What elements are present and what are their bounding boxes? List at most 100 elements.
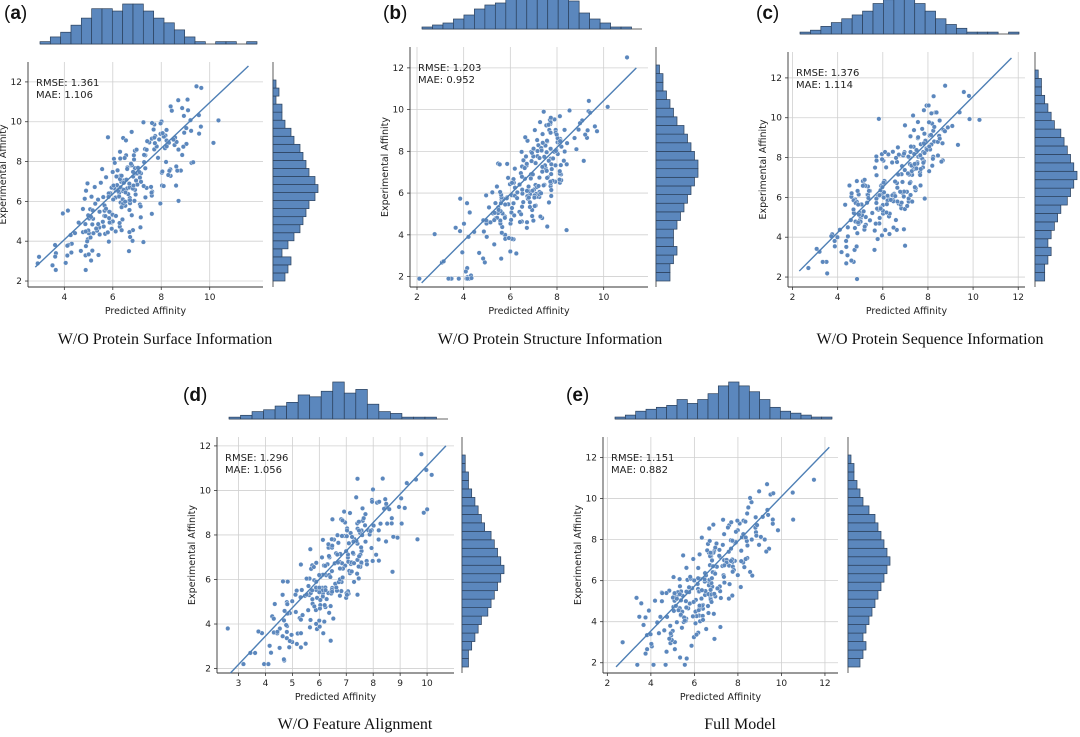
data-point [845, 233, 851, 239]
data-point [921, 131, 927, 137]
data-point [721, 531, 727, 537]
data-point [547, 179, 553, 185]
data-point [380, 476, 386, 482]
x-tick-label: 8 [370, 679, 376, 689]
data-point [706, 525, 712, 531]
data-point [544, 138, 550, 144]
data-point [855, 188, 861, 194]
x-tick-label: 6 [316, 679, 322, 689]
panel-label-b: (b) [383, 3, 408, 24]
right-hist-bar [272, 79, 277, 89]
data-point [711, 611, 717, 617]
data-point [307, 624, 313, 630]
data-point [581, 158, 587, 164]
data-point [517, 219, 523, 225]
data-point [544, 175, 550, 181]
data-point [691, 599, 697, 605]
data-point [65, 208, 71, 214]
data-point [414, 536, 420, 542]
data-point [930, 156, 936, 162]
data-point [641, 622, 647, 628]
data-point [84, 238, 90, 244]
data-point [149, 190, 155, 196]
data-point [620, 639, 626, 645]
data-point [854, 276, 860, 282]
data-point [687, 574, 693, 580]
data-point [729, 538, 735, 544]
data-point [491, 241, 497, 247]
panel-label-d: (d) [183, 385, 208, 406]
data-point [905, 170, 911, 176]
data-point [396, 504, 402, 510]
data-point [532, 203, 538, 209]
data-point [671, 608, 677, 614]
right-hist-bar [1034, 78, 1042, 88]
y-tick-label: 6 [205, 575, 211, 585]
data-point [84, 180, 90, 186]
data-point [76, 220, 82, 226]
top-hist-bar [728, 381, 740, 420]
x-tick-label: 8 [554, 293, 560, 303]
data-point [106, 239, 112, 245]
data-point [726, 596, 732, 602]
top-hist-bar [738, 385, 750, 420]
data-point [326, 610, 332, 616]
data-point [717, 624, 723, 630]
data-point [848, 258, 854, 264]
data-point [734, 518, 740, 524]
data-point [329, 589, 335, 595]
data-point [355, 592, 361, 598]
data-point [506, 235, 512, 241]
data-point [127, 197, 133, 203]
data-point [284, 629, 290, 635]
data-point [871, 247, 877, 253]
data-point [386, 506, 392, 512]
data-point [350, 550, 356, 556]
mae-text: MAE: 1.106 [36, 90, 93, 101]
data-point [526, 184, 532, 190]
data-point [179, 105, 185, 111]
data-point [305, 607, 311, 613]
data-point [173, 163, 179, 169]
x-axis-label: Predicted Affinity [295, 692, 377, 703]
data-point [532, 127, 538, 133]
data-point [364, 561, 370, 567]
y-tick-label: 8 [776, 154, 782, 164]
data-point [659, 590, 665, 596]
data-point [60, 210, 66, 216]
data-point [546, 122, 552, 128]
data-point [544, 168, 550, 174]
data-point [101, 224, 107, 230]
y-tick-label: 10 [200, 486, 212, 496]
data-point [550, 155, 556, 161]
rmse-text: RMSE: 1.361 [36, 78, 99, 89]
data-point [289, 598, 295, 604]
x-tick-label: 10 [421, 679, 433, 689]
data-point [553, 162, 559, 168]
right-hist-bar [847, 547, 888, 558]
y-tick-label: 8 [205, 531, 211, 541]
data-point [890, 149, 896, 155]
data-point [329, 543, 335, 549]
data-point [594, 128, 600, 134]
data-point [756, 542, 762, 548]
data-point [173, 183, 179, 189]
data-point [937, 136, 943, 142]
data-point [689, 643, 695, 649]
data-point [175, 97, 181, 103]
data-point [679, 625, 685, 631]
data-point [344, 527, 350, 533]
data-point [527, 199, 533, 205]
data-point [117, 149, 123, 155]
top-hist-bar [686, 403, 699, 420]
top-hist-bar [800, 414, 812, 420]
data-point [128, 161, 134, 167]
data-point [537, 155, 543, 161]
data-point [122, 155, 128, 161]
data-point [157, 200, 163, 206]
y-tick-label: 12 [200, 442, 211, 452]
y-tick-label: 10 [771, 114, 783, 124]
data-point [908, 144, 914, 150]
data-point [115, 167, 121, 173]
data-point [811, 477, 817, 483]
